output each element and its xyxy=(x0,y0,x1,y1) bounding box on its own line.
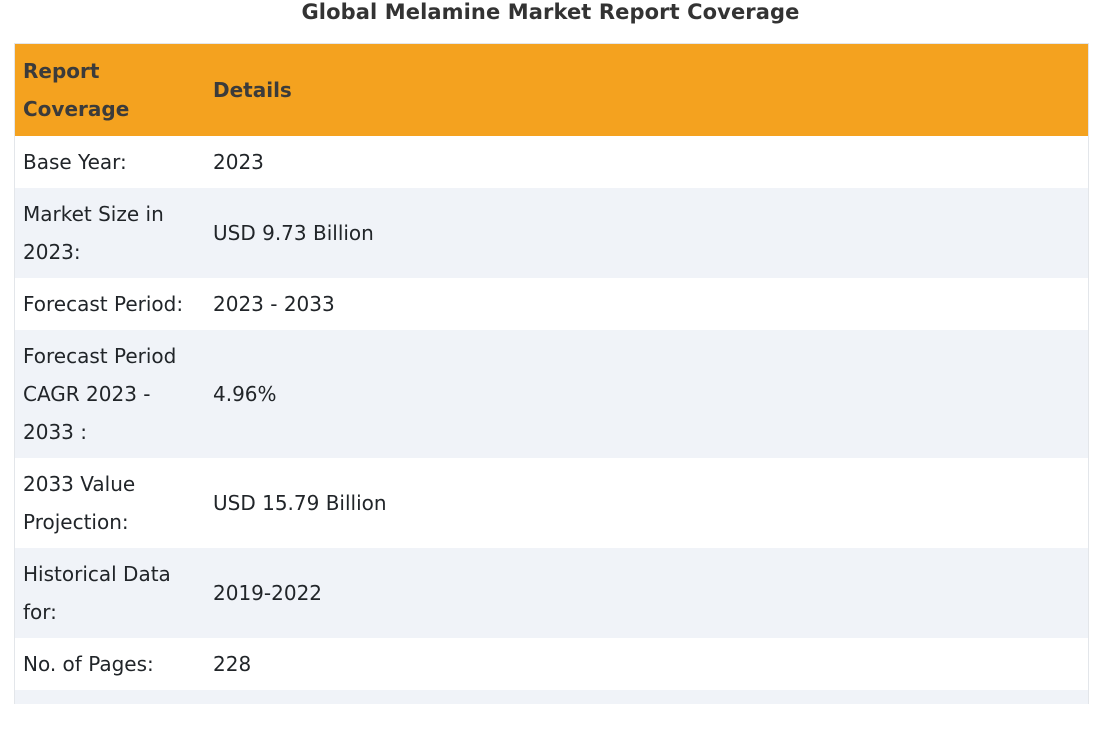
table-row: Forecast Period CAGR 2023 - 2033 : 4.96% xyxy=(15,330,1088,458)
row-value: 2023 - 2033 xyxy=(205,278,1088,330)
report-coverage-table-container: Report Coverage Details Base Year: 2023 … xyxy=(14,43,1089,704)
row-value: USD 15.79 Billion xyxy=(205,458,1088,548)
table-row: 2033 Value Projection: USD 15.79 Billion xyxy=(15,458,1088,548)
row-label xyxy=(15,690,205,704)
row-label: Forecast Period CAGR 2023 - 2033 : xyxy=(15,330,205,458)
table-row: Forecast Period: 2023 - 2033 xyxy=(15,278,1088,330)
page-title: Global Melamine Market Report Coverage xyxy=(301,0,800,24)
row-value: 228 xyxy=(205,638,1088,690)
row-value: 2019-2022 xyxy=(205,548,1088,638)
table-header-row: Report Coverage Details xyxy=(15,44,1088,136)
row-label: Forecast Period: xyxy=(15,278,205,330)
row-value: 4.96% xyxy=(205,330,1088,458)
row-label: No. of Pages: xyxy=(15,638,205,690)
table-row: Base Year: 2023 xyxy=(15,136,1088,188)
row-value: USD 9.73 Billion xyxy=(205,188,1088,278)
table-row: No. of Pages: 228 xyxy=(15,638,1088,690)
row-value: 2023 xyxy=(205,136,1088,188)
table-row xyxy=(15,690,1088,704)
header-report-coverage: Report Coverage xyxy=(15,44,205,136)
header-details: Details xyxy=(205,44,1088,136)
row-label: Historical Data for: xyxy=(15,548,205,638)
row-label: Base Year: xyxy=(15,136,205,188)
row-label: 2033 Value Projection: xyxy=(15,458,205,548)
report-coverage-table: Report Coverage Details Base Year: 2023 … xyxy=(15,44,1088,704)
table-row: Market Size in 2023: USD 9.73 Billion xyxy=(15,188,1088,278)
row-value xyxy=(205,690,1088,704)
table-row: Historical Data for: 2019-2022 xyxy=(15,548,1088,638)
row-label: Market Size in 2023: xyxy=(15,188,205,278)
